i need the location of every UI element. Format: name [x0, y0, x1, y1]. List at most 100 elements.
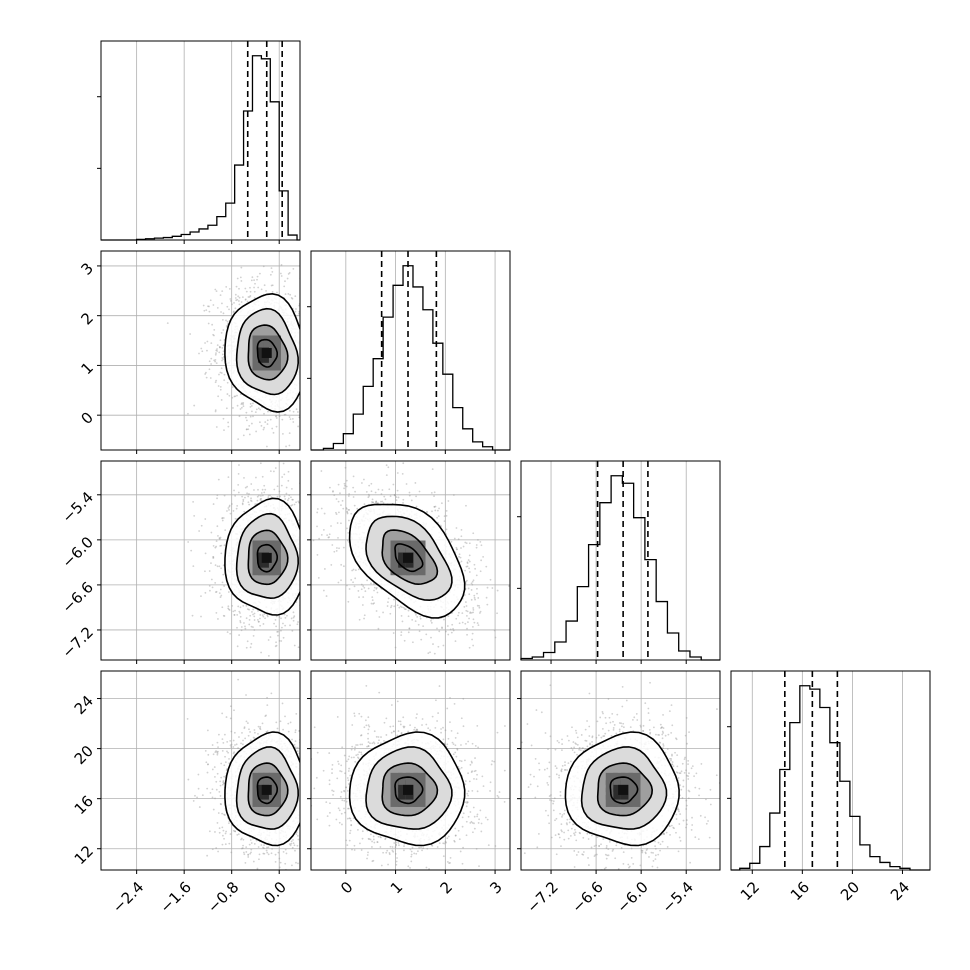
sample-point [260, 495, 262, 497]
pair-panel-2-1 [312, 462, 510, 660]
sample-point [226, 320, 229, 323]
sample-point [232, 510, 235, 512]
sample-point [284, 280, 286, 283]
sample-point [367, 493, 370, 496]
sample-point [266, 445, 268, 448]
sample-point [245, 646, 248, 649]
sample-point [465, 542, 468, 545]
sample-point [233, 614, 236, 616]
sample-point [254, 411, 257, 413]
sample-point [305, 539, 307, 541]
sample-point [269, 636, 272, 638]
sample-point [228, 509, 230, 511]
sample-point [475, 574, 478, 577]
sample-point [324, 537, 326, 539]
sample-point [352, 581, 354, 584]
sample-point [231, 396, 234, 399]
sample-point [319, 292, 321, 294]
sample-point [285, 486, 288, 489]
sample-point [283, 495, 286, 498]
sample-point [245, 428, 248, 431]
sample-point [457, 614, 460, 617]
sample-point [303, 563, 305, 565]
sample-point [431, 510, 433, 513]
sample-point [457, 538, 460, 541]
sample-point [348, 519, 350, 522]
sample-point [200, 595, 202, 598]
sample-point [486, 586, 489, 589]
sample-point [303, 558, 305, 560]
sample-point [301, 391, 303, 393]
sample-point [305, 603, 307, 605]
sample-point [302, 566, 304, 568]
sample-point [471, 625, 474, 628]
sample-point [348, 588, 351, 590]
sample-point [187, 412, 189, 415]
sample-point [291, 487, 293, 490]
sample-point [263, 613, 266, 615]
sample-point [275, 415, 278, 417]
sample-point [240, 629, 243, 632]
sample-point [216, 497, 218, 500]
sample-point [354, 569, 357, 572]
sample-point [276, 630, 279, 633]
sample-point [303, 399, 305, 401]
sample-point [316, 525, 318, 528]
sample-point [262, 428, 265, 431]
sample-point [285, 492, 288, 495]
sample-point [306, 241, 308, 243]
sample-point [235, 299, 238, 302]
sample-point [493, 629, 496, 632]
sample-point [292, 619, 295, 622]
sample-point [445, 630, 447, 633]
sample-point [214, 358, 217, 361]
sample-point [467, 621, 469, 624]
sample-point [205, 371, 207, 374]
sample-point [312, 539, 315, 542]
sample-point [291, 504, 294, 506]
sample-point [252, 402, 254, 405]
sample-point [275, 425, 278, 428]
sample-point [470, 582, 473, 585]
sample-point [204, 552, 207, 555]
sample-point [226, 510, 228, 512]
sample-point [307, 568, 309, 570]
sample-point [304, 625, 306, 627]
sample-point [219, 371, 222, 374]
sample-point [470, 598, 473, 601]
sample-point [333, 550, 336, 553]
sample-point [250, 497, 252, 500]
sample-point [249, 402, 252, 405]
sample-point [308, 606, 310, 608]
sample-point [234, 395, 237, 398]
sample-point [239, 276, 242, 279]
sample-point [405, 483, 408, 485]
sample-point [370, 602, 373, 605]
sample-point [363, 586, 366, 589]
sample-point [445, 528, 448, 531]
sample-point [216, 348, 218, 350]
sample-point [237, 472, 240, 475]
sample-point [418, 490, 421, 493]
sample-point [243, 476, 245, 479]
sample-point [221, 318, 224, 321]
sample-point [270, 496, 273, 499]
sample-point [303, 272, 305, 274]
sample-point [419, 615, 422, 618]
sample-point [218, 345, 221, 348]
sample-point [290, 296, 293, 299]
sample-point [347, 508, 350, 511]
sample-point [208, 305, 210, 308]
sample-point [376, 591, 379, 594]
sample-point [302, 414, 304, 416]
gridlines [550, 461, 687, 660]
sample-point [253, 489, 255, 491]
sample-point [404, 608, 407, 611]
sample-point [336, 518, 338, 520]
sample-point [234, 494, 237, 497]
sample-point [327, 351, 329, 353]
sample-point [301, 537, 303, 539]
sample-point [215, 290, 218, 293]
contour-line [256, 543, 278, 573]
sample-point [295, 501, 297, 504]
